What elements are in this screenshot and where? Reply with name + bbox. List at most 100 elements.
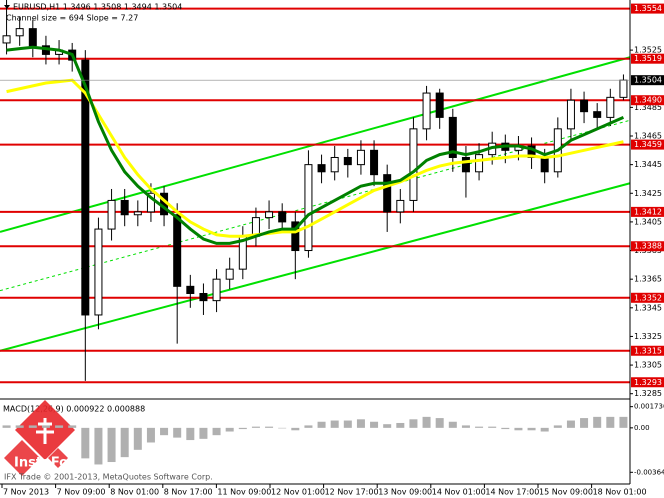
- level-label-box: [631, 377, 664, 388]
- level-label: 1.3352: [634, 293, 662, 302]
- candle-body: [593, 111, 602, 118]
- macd-bar: [304, 425, 313, 428]
- candle-body: [317, 164, 326, 173]
- level-label: 1.3293: [634, 378, 662, 387]
- x-tick-label: 7 Nov 09:00: [57, 488, 106, 497]
- candle-body: [304, 164, 313, 252]
- x-tick-label: 7 Nov 2013: [3, 488, 49, 497]
- x-tick-label: 12 Nov 01:00: [271, 488, 325, 497]
- level-label-box: [631, 292, 664, 303]
- y-tick-label: 1.3345: [634, 303, 662, 312]
- x-tick-label: 15 Nov 09:00: [539, 488, 593, 497]
- moving-average: [6, 45, 625, 245]
- macd-bar: [343, 420, 352, 428]
- y-tick-label: 1.3425: [634, 189, 662, 198]
- plot: [0, 0, 631, 384]
- macd-bar: [514, 427, 523, 431]
- y-tick-label: 1.3305: [634, 361, 662, 370]
- macd-bar: [173, 427, 182, 438]
- x-tick-label: 8 Nov 17:00: [164, 488, 213, 497]
- candle-body: [146, 192, 155, 213]
- current-price-box: [631, 75, 664, 86]
- macd-bar: [81, 427, 90, 459]
- macd-bar: [55, 425, 64, 428]
- candle-body: [383, 174, 392, 213]
- candle-body: [461, 156, 470, 173]
- y-tick-label: 0.00: [634, 424, 650, 432]
- y-tick-label: 1.3525: [634, 46, 662, 55]
- level-label-box: [631, 3, 664, 14]
- macd-bar: [212, 427, 221, 436]
- macd-bar: [619, 416, 628, 428]
- macd-bar: [15, 425, 24, 428]
- candle-body: [291, 221, 300, 252]
- macd-bar: [540, 427, 549, 432]
- y-tick-label: 1.3405: [634, 217, 662, 226]
- macd-bar: [133, 427, 142, 450]
- level-label: 1.3519: [634, 54, 662, 63]
- candle-body: [2, 35, 11, 44]
- candle-body: [409, 128, 418, 201]
- y-tick-label: 1.3445: [634, 160, 662, 169]
- macd-label: MACD(12,26,9) 0.000922 0.000888: [3, 405, 145, 414]
- candle-body: [15, 28, 24, 37]
- macd-bar: [527, 427, 536, 431]
- macd-bar: [396, 422, 405, 428]
- candle-body: [94, 228, 103, 316]
- macd-bar: [580, 418, 589, 428]
- candle-body: [435, 92, 444, 118]
- level-label-box: [631, 241, 664, 252]
- level-label-box: [631, 53, 664, 64]
- macd-bar: [370, 421, 379, 428]
- x-tick-label: 12 Nov 17:00: [325, 488, 379, 497]
- level-label: 1.3412: [634, 207, 662, 216]
- macd-bar: [120, 427, 129, 458]
- y-tick-label: -0.003642: [634, 468, 664, 476]
- candle-body: [173, 214, 182, 287]
- y-tick-label: 1.3465: [634, 132, 662, 141]
- macd-bar: [199, 427, 208, 439]
- y-tick-label: 1.3325: [634, 332, 662, 341]
- macd-bar: [146, 427, 155, 443]
- macd-bar: [2, 425, 11, 428]
- level-label: 1.3490: [634, 96, 662, 105]
- candle-body: [265, 211, 274, 219]
- candle-body: [107, 199, 116, 230]
- macd-bar: [475, 426, 484, 428]
- macd-bar: [330, 420, 339, 428]
- candle-body: [606, 96, 615, 118]
- macd-bar: [291, 427, 300, 431]
- macd-bar: [383, 424, 392, 428]
- level-label-box: [631, 206, 664, 217]
- channel-line: [0, 119, 631, 292]
- macd-bar: [461, 425, 470, 428]
- macd-bar: [265, 426, 274, 428]
- candle-body: [475, 154, 484, 173]
- macd-bar: [251, 426, 260, 428]
- header: EURUSD,H1 1.3496 1.3508 1.3494 1.3504: [13, 3, 182, 12]
- candle-body: [396, 199, 405, 213]
- level-label: 1.3315: [634, 346, 662, 355]
- candle-body: [580, 99, 589, 113]
- level-label-box: [631, 139, 664, 150]
- level-label: 1.3554: [634, 4, 662, 13]
- x-tick-label: 18 Nov 01:00: [593, 488, 647, 497]
- macd-bar: [28, 425, 37, 428]
- candle-body: [81, 59, 90, 316]
- symbol-arrow: [4, 5, 10, 9]
- candle-body: [133, 211, 142, 216]
- macd-bar: [422, 416, 431, 428]
- macd-bar: [317, 421, 326, 428]
- level-label-box: [631, 95, 664, 106]
- macd-bar: [160, 427, 169, 436]
- macd-bar: [107, 427, 116, 463]
- macd-bar: [606, 416, 615, 428]
- candle-body: [120, 199, 129, 216]
- current-price-label: 1.3504: [634, 76, 662, 85]
- macd-bar: [593, 416, 602, 428]
- candle-body: [356, 149, 365, 166]
- macd-bar: [409, 419, 418, 428]
- level-label: 1.3388: [634, 242, 662, 251]
